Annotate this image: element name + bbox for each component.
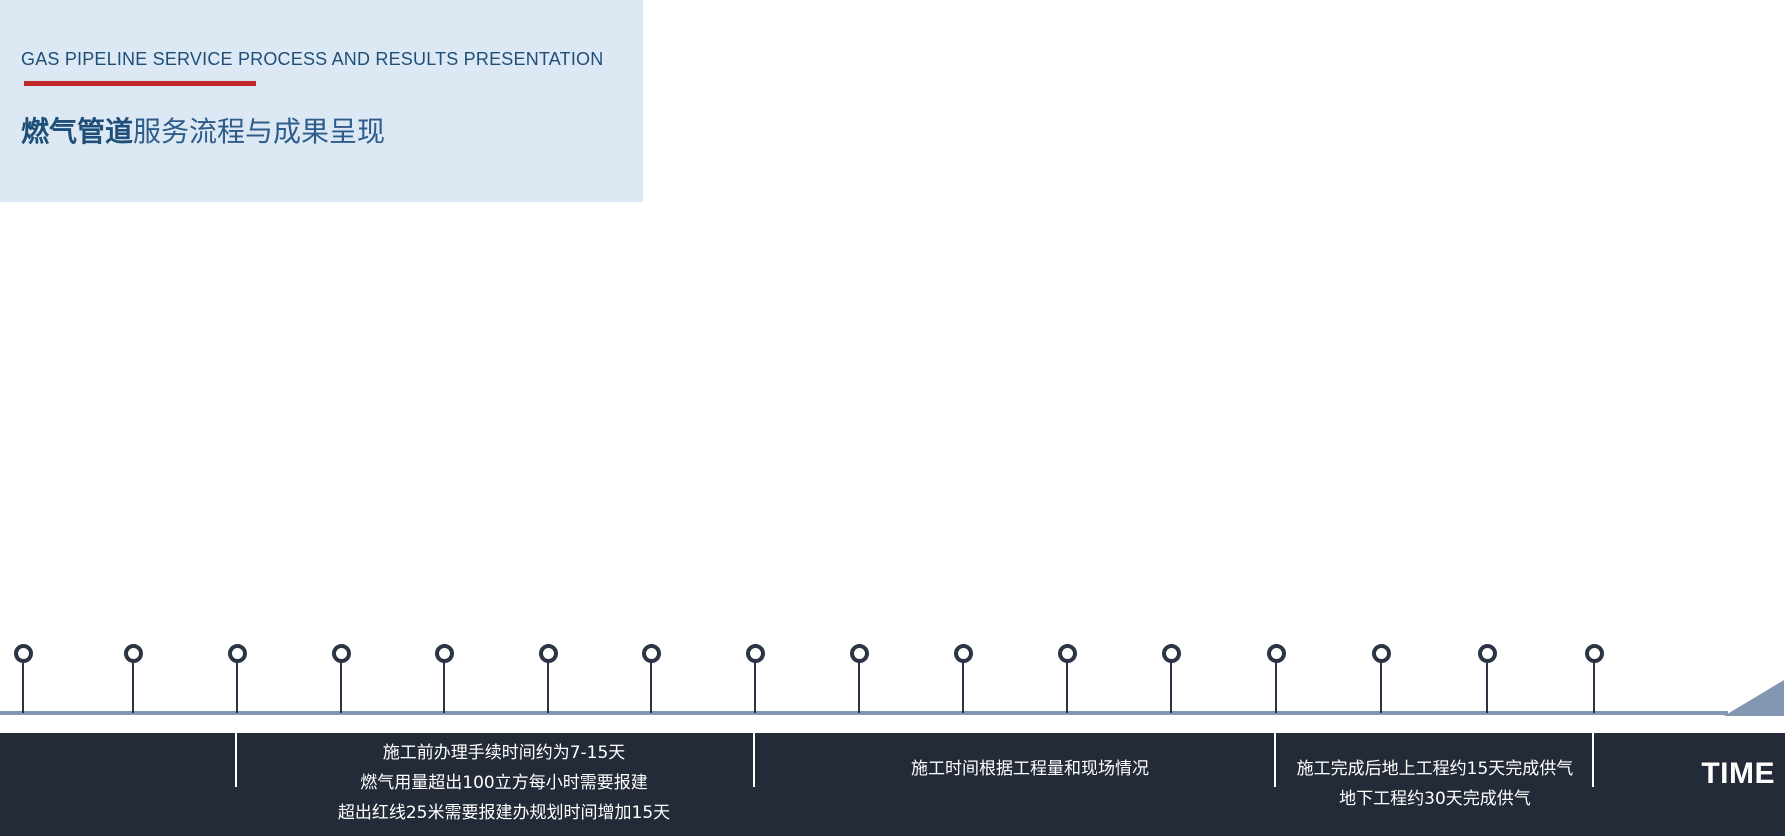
band-divider [235, 732, 237, 787]
band-divider [753, 732, 755, 787]
band-divider [1274, 732, 1276, 787]
time-label: TIME [1701, 757, 1775, 790]
milestone-stem [236, 659, 238, 713]
milestone-stem [650, 659, 652, 713]
note-line: 施工前办理手续时间约为7-15天 [382, 743, 626, 763]
note-line: 地下工程约30天完成供气 [1339, 789, 1531, 809]
milestone-stem [132, 659, 134, 713]
milestone-stem [547, 659, 549, 713]
milestone-stem [1066, 659, 1068, 713]
page-title: 燃气管道服务流程与成果呈现 [21, 110, 385, 150]
milestone-stem [22, 659, 24, 713]
milestone-stem [754, 659, 756, 713]
band-divider [1592, 732, 1594, 787]
note-line: 施工时间根据工程量和现场情况 [911, 759, 1149, 779]
milestone-stem [1486, 659, 1488, 713]
note-line: 超出红线25米需要报建办规划时间增加15天 [337, 803, 671, 823]
note-line: 燃气用量超出100立方每小时需要报建 [360, 773, 648, 793]
milestone-stem [858, 659, 860, 713]
milestone-stem [1593, 659, 1595, 713]
milestone-stem [340, 659, 342, 713]
duration-note: 施工时间根据工程量和现场情况 [911, 754, 1149, 784]
note-line: 施工完成后地上工程约15天完成供气 [1296, 759, 1574, 779]
title-bold: 燃气管道 [21, 115, 134, 148]
axis-arrow-icon [1724, 680, 1784, 716]
time-axis [0, 711, 1728, 715]
title-rest: 服务流程与成果呈现 [133, 115, 386, 148]
milestone-stem [1275, 659, 1277, 713]
milestone-stem [962, 659, 964, 713]
duration-note: 施工前办理手续时间约为7-15天燃气用量超出100立方每小时需要报建超出红线25… [338, 738, 670, 828]
subtitle-english: GAS PIPELINE SERVICE PROCESS AND RESULTS… [21, 49, 604, 69]
accent-bar [24, 81, 256, 86]
milestone-stem [443, 659, 445, 713]
milestone-stem [1380, 659, 1382, 713]
notes-band [0, 733, 1785, 836]
duration-note: 施工完成后地上工程约15天完成供气 地下工程约30天完成供气 [1297, 754, 1574, 814]
header-panel: GAS PIPELINE SERVICE PROCESS AND RESULTS… [0, 0, 643, 202]
milestone-stem [1170, 659, 1172, 713]
